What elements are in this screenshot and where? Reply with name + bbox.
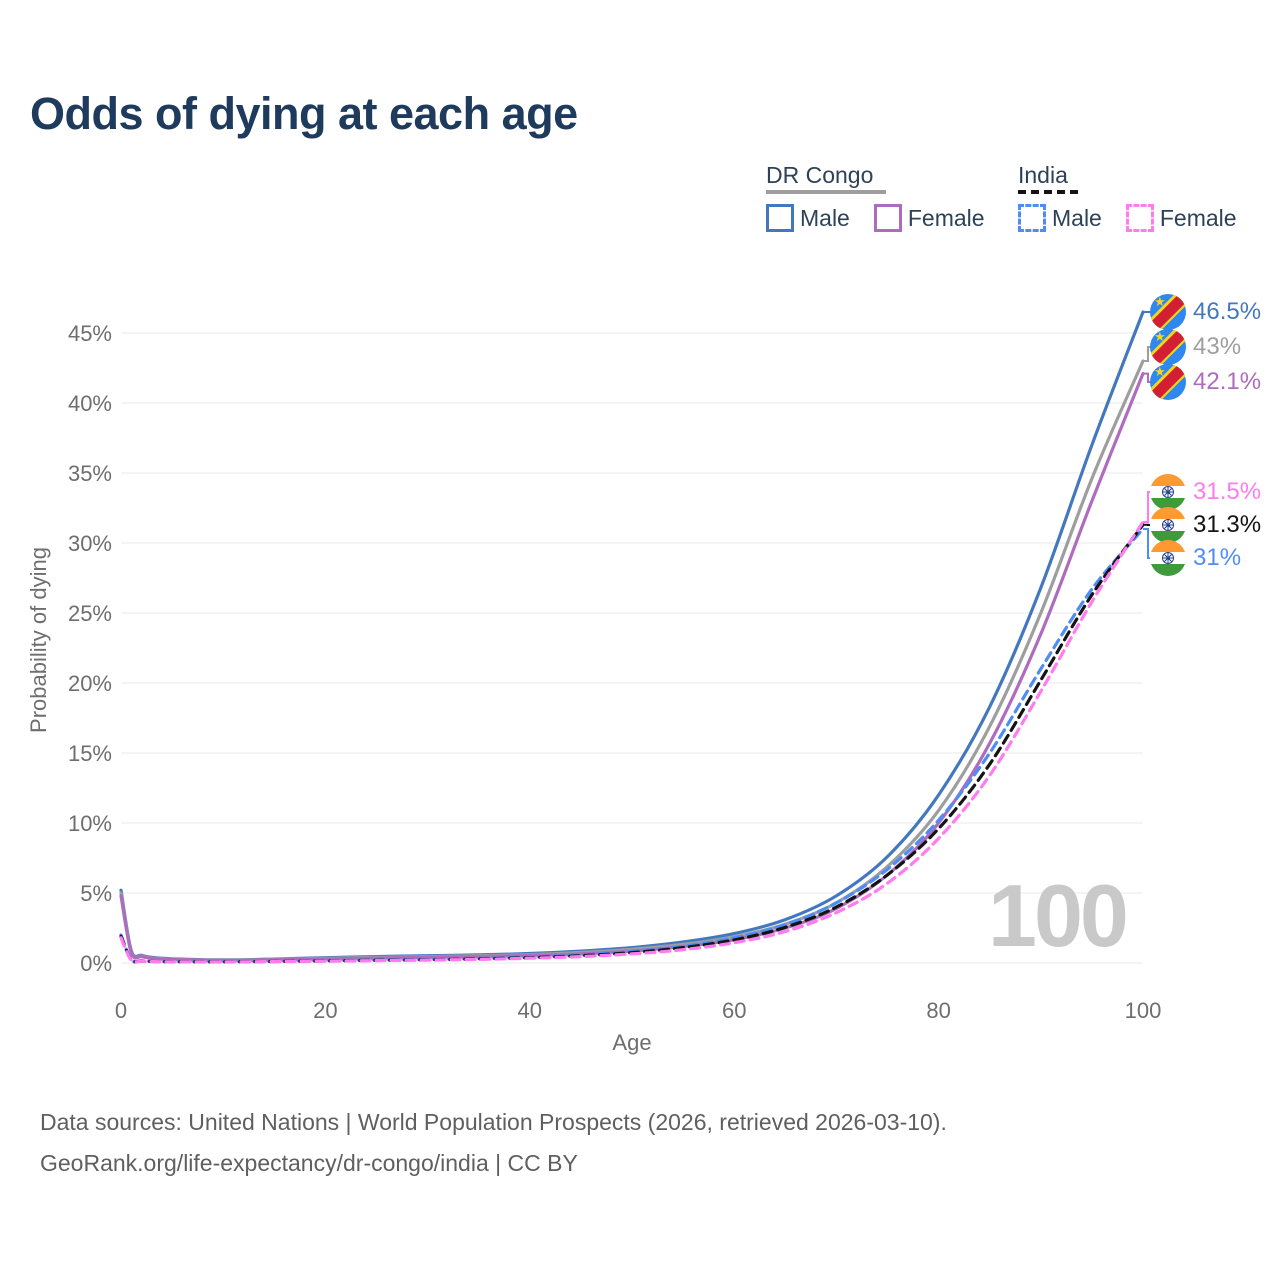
y-axis-tick-label: 30% bbox=[68, 531, 112, 556]
dr-congo-average-line-swatch bbox=[766, 190, 886, 194]
hovered-age-watermark: 100 bbox=[988, 866, 1129, 965]
page-title: Odds of dying at each age bbox=[30, 88, 578, 139]
legend-group-dr-congo: DR Congo Male Female bbox=[766, 162, 985, 232]
series-line-dr-congo-male[interactable] bbox=[119, 310, 1145, 962]
legend-item-label[interactable]: Female bbox=[1159, 204, 1237, 231]
x-axis-tick-label: 60 bbox=[722, 998, 746, 1023]
x-axis-tick-label: 80 bbox=[926, 998, 950, 1023]
y-axis-tick-label: 10% bbox=[68, 811, 112, 836]
dr-congo-male-swatch[interactable] bbox=[766, 204, 794, 232]
y-axis-tick-label: 15% bbox=[68, 741, 112, 766]
series-line-india-female[interactable] bbox=[119, 520, 1145, 964]
x-axis-tick-label: 40 bbox=[518, 998, 542, 1023]
end-label-connector bbox=[1143, 346, 1155, 362]
end-label-connector bbox=[1143, 372, 1155, 383]
legend-item-label[interactable]: Male bbox=[1052, 204, 1102, 231]
x-axis-title: Age bbox=[612, 1030, 651, 1055]
dr-congo-female-swatch[interactable] bbox=[873, 204, 902, 232]
x-axis-tick-label: 0 bbox=[115, 998, 127, 1023]
india-average-line-swatch bbox=[1018, 190, 1078, 194]
y-axis-tick-label: 20% bbox=[68, 671, 112, 696]
x-axis-tick-label: 100 bbox=[1125, 998, 1162, 1023]
india-male-swatch[interactable] bbox=[1018, 204, 1046, 232]
end-label-connector bbox=[1143, 491, 1155, 523]
y-axis-tick-label: 5% bbox=[80, 881, 112, 906]
y-axis-tick-label: 35% bbox=[68, 461, 112, 486]
y-axis-tick-label: 0% bbox=[80, 951, 112, 976]
y-axis-tick-label: 45% bbox=[68, 321, 112, 346]
attribution-line: GeoRank.org/life-expectancy/dr-congo/ind… bbox=[40, 1150, 578, 1176]
legend-group-title: DR Congo bbox=[766, 162, 874, 188]
end-label-connector bbox=[1143, 528, 1155, 559]
india-female-swatch[interactable] bbox=[1125, 204, 1154, 232]
x-axis-tick-label: 20 bbox=[313, 998, 337, 1023]
legend-group-title: India bbox=[1018, 162, 1068, 188]
legend-item-label[interactable]: Female bbox=[907, 204, 985, 231]
data-source-note: Data sources: United Nations | World Pop… bbox=[40, 1102, 947, 1184]
data-source-line: Data sources: United Nations | World Pop… bbox=[40, 1109, 947, 1135]
legend-item-label[interactable]: Male bbox=[800, 204, 850, 231]
y-axis-tick-label: 40% bbox=[68, 391, 112, 416]
y-axis-tick-label: 25% bbox=[68, 601, 112, 626]
legend-group-india: India Male Female bbox=[1018, 162, 1237, 232]
y-axis-title: Probability of dying bbox=[26, 547, 51, 733]
